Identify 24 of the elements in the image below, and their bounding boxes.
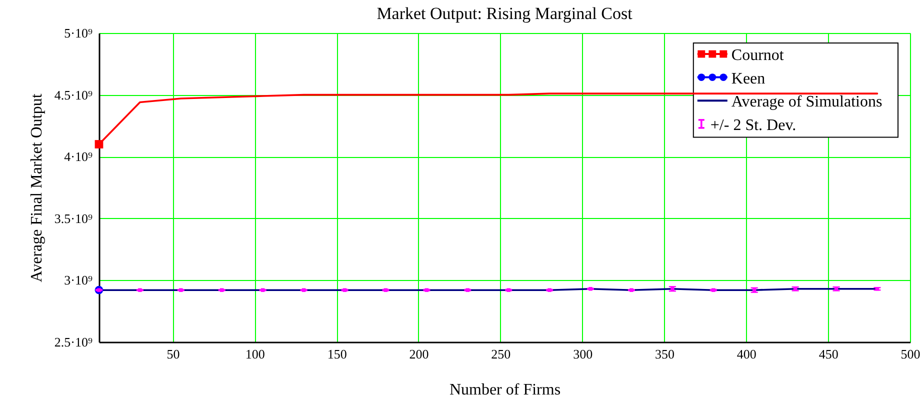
x-tick-label: 250 — [491, 346, 511, 362]
x-tick-label: 400 — [736, 346, 756, 362]
y-tick-label: 2.5·10⁹ — [54, 334, 93, 350]
point — [94, 140, 104, 148]
x-tick-label: 450 — [818, 346, 838, 362]
y-tick-label: 4.5·10⁹ — [54, 87, 93, 102]
x-axis-title: Number of Firms — [449, 382, 561, 398]
y-tick-label: 5·10⁹ — [64, 26, 93, 40]
x-tick-label: 50 — [166, 346, 180, 362]
y-tick-label: 4·10⁹ — [64, 149, 93, 164]
chart-title: Market Output: Rising Marginal Cost — [376, 4, 633, 23]
x-tick-label: 350 — [654, 346, 674, 362]
y-tick-label: 3·10⁹ — [64, 272, 93, 288]
y-axis-title: Average Final Market Output — [28, 93, 46, 282]
x-tick-label: 100 — [245, 346, 265, 362]
legend-label: Average of Simulations — [731, 94, 882, 111]
x-tick-label: 300 — [573, 346, 593, 362]
x-tick-label: 200 — [409, 346, 429, 362]
x-tick-label: 150 — [327, 346, 347, 362]
legend-label: Keen — [731, 70, 766, 88]
legend-label: Cournot — [731, 47, 784, 64]
legend-label: +/- 2 St. Dev. — [710, 116, 796, 134]
y-tick-label: 3.5·10⁹ — [54, 210, 93, 226]
x-tick-label: 500 — [900, 346, 920, 362]
